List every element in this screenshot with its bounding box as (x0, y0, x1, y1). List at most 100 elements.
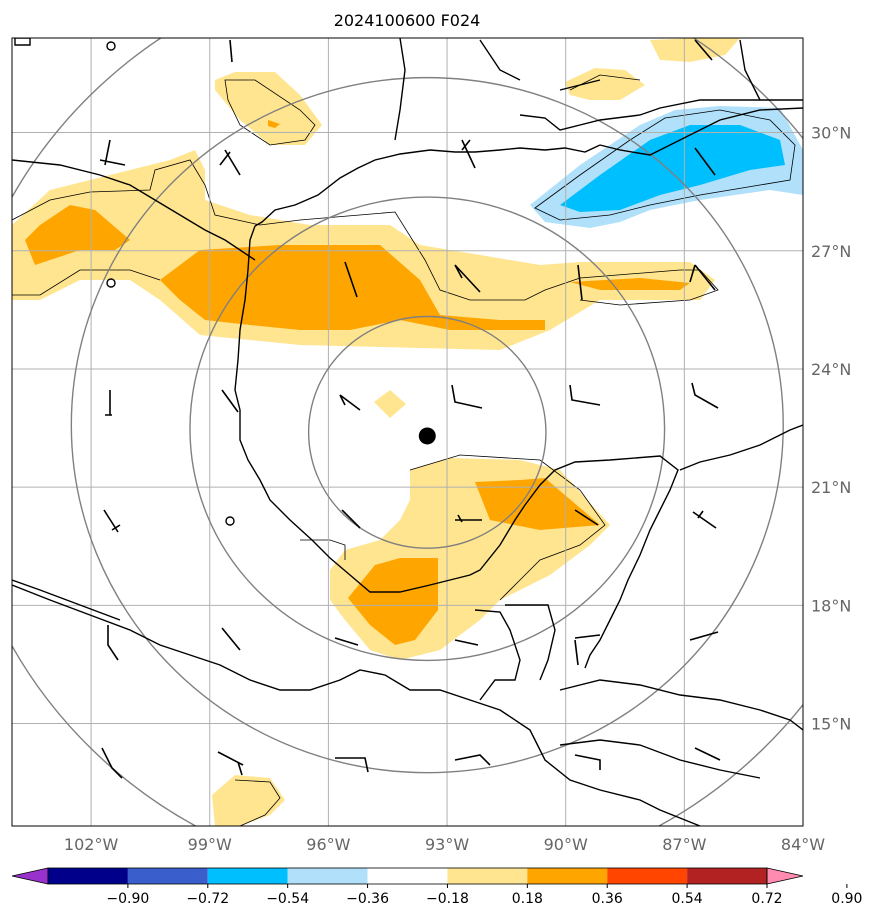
positive-anomaly-region-south (212, 775, 285, 826)
wind-barb (344, 261, 358, 298)
wind-barb (99, 139, 126, 166)
colorbar-segment (287, 868, 368, 884)
wind-barb (217, 751, 244, 776)
positive-anomaly-region-top (650, 38, 740, 62)
positive-anomaly-region-north-texas (215, 72, 322, 145)
longitude-labels: 102°W 99°W 96°W 93°W 90°W 87°W 84°W (64, 835, 825, 854)
wind-barb (689, 631, 719, 641)
contour-west-lower (12, 269, 161, 296)
latitude-label: 30°N (811, 124, 851, 143)
positive-anomaly-region-northeast (565, 68, 645, 100)
wind-barb (454, 639, 479, 646)
colorbar-label: 0.90 (831, 891, 862, 907)
border-lower (12, 579, 121, 621)
positive-anomaly-core-yucatan (475, 478, 600, 530)
latitude-label: 18°N (811, 596, 851, 615)
contour-south (234, 779, 281, 826)
wind-barb (339, 394, 361, 411)
map-title: 2024100600 F024 (334, 11, 481, 30)
state-borders-north (394, 38, 761, 141)
wind-barb (221, 627, 241, 651)
calm-circle (106, 41, 116, 51)
range-ring (189, 196, 666, 662)
longitude-label: 102°W (64, 835, 119, 854)
wind-barb (334, 637, 359, 646)
calm-circle (225, 516, 235, 526)
border-belize (505, 604, 556, 681)
coast-texas-louisiana (254, 144, 601, 227)
positive-anomaly-region-yucatan (330, 458, 610, 660)
anomaly-fills (12, 38, 803, 826)
colorbar-label: −0.72 (186, 891, 229, 907)
wind-barb (454, 264, 481, 293)
wind-barb (694, 39, 713, 61)
positive-anomaly-core-campeche (348, 558, 438, 645)
latitude-labels: 30°N 27°N 24°N 21°N 18°N 15°N (811, 124, 851, 734)
longitude-label: 90°W (544, 835, 588, 854)
colorbar-segment (607, 868, 688, 884)
longitude-label: 99°W (188, 835, 232, 854)
border-us-mexico (12, 159, 256, 261)
contour-campeche (300, 539, 346, 560)
wind-barbs (99, 39, 721, 779)
wind-barb (105, 390, 112, 416)
map-area (12, 38, 803, 826)
colorbar-label: 0.72 (751, 891, 782, 907)
longitude-label: 93°W (425, 835, 469, 854)
coast-central-america (559, 679, 803, 731)
latitude-label: 27°N (811, 242, 851, 261)
wind-barb (569, 384, 601, 406)
coast-mexico-east (234, 225, 679, 669)
wind-barb (691, 382, 719, 409)
range-ring (70, 76, 784, 774)
positive-anomaly-small-patch (374, 390, 406, 418)
wind-barb (221, 389, 239, 413)
coast-top (14, 38, 31, 46)
colorbar-segment (527, 868, 608, 884)
contour-florida (534, 109, 796, 221)
wind-barb (101, 747, 123, 779)
wind-barb (461, 139, 476, 169)
colorbar-segment (367, 868, 448, 884)
storm-center-marker (418, 427, 436, 445)
colorbar-segment (127, 868, 208, 884)
colorbar-segment (48, 868, 128, 884)
coast-mexico-pacific (12, 584, 701, 826)
positive-anomaly-core-north-texas (268, 120, 280, 128)
range-rings (12, 38, 803, 826)
longitude-label: 96°W (306, 835, 350, 854)
contour-gulf-north (12, 159, 719, 306)
longitude-label: 87°W (662, 835, 706, 854)
map-frame (11, 37, 804, 827)
anomaly-contours (12, 74, 796, 826)
wind-barb (694, 747, 721, 761)
latitude-label: 21°N (811, 478, 851, 497)
negative-anomaly-core-florida (560, 125, 785, 212)
calm-wind-circles (106, 41, 235, 526)
positive-anomaly-core-east-gulf (570, 278, 690, 290)
contour-yucatan (409, 454, 606, 601)
wind-barb (455, 514, 482, 523)
coast-florida (599, 107, 803, 156)
border-guatemala (474, 609, 521, 701)
colorbar-label: −0.18 (426, 891, 469, 907)
colorbar: −0.90 −0.72 −0.54 −0.36 −0.18 0.18 0.36 0.54 0.7… (11, 867, 862, 907)
colorbar-label: 0.36 (592, 891, 623, 907)
range-ring (307, 315, 547, 549)
longitude-label: 84°W (781, 835, 825, 854)
wind-barb (577, 264, 583, 301)
wind-barb (219, 149, 241, 176)
coast-honduras (559, 739, 761, 779)
coast-cuba (679, 424, 803, 471)
wind-barb (574, 754, 601, 770)
latitude-label: 15°N (811, 715, 851, 734)
wind-barb (229, 39, 233, 63)
wind-barb (335, 757, 369, 773)
wind-barb (454, 754, 491, 766)
colorbar-label: 0.54 (672, 891, 703, 907)
graticule (12, 38, 803, 826)
colorbar-label: −0.90 (106, 891, 149, 907)
contour-north-texas (224, 79, 316, 146)
colorbar-label: −0.36 (346, 891, 389, 907)
